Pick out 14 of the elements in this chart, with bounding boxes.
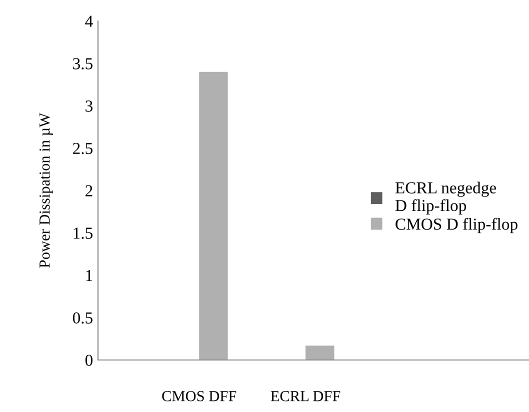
y-tick-label: 4 bbox=[85, 16, 93, 27]
y-tick-label: 2 bbox=[86, 185, 92, 196]
legend-label: ECRL negedge D flip-flop bbox=[395, 182, 496, 215]
y-tick-label: 1.5 bbox=[74, 228, 92, 239]
y-tick-label: 2.5 bbox=[73, 142, 92, 154]
legend-label: CMOS D flip-flop bbox=[396, 218, 518, 234]
y-tick-label: 0.5 bbox=[72, 312, 92, 324]
y-tick-label: 1 bbox=[86, 270, 92, 282]
y-tick-label: 0 bbox=[85, 354, 93, 366]
x-tick-label: CMOS DFF bbox=[162, 391, 236, 402]
y-axis-title: Power Dissipation in µW bbox=[39, 112, 53, 268]
y-tick-label: 3.5 bbox=[73, 58, 92, 70]
y-tick-label: 3 bbox=[86, 100, 92, 112]
x-tick-label: ECRL DFF bbox=[270, 391, 340, 402]
